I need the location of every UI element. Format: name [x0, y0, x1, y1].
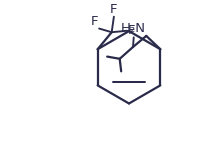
Text: H₂N: H₂N	[121, 22, 146, 35]
Text: F: F	[110, 3, 118, 16]
Text: F: F	[91, 15, 98, 28]
Text: F: F	[128, 24, 136, 37]
